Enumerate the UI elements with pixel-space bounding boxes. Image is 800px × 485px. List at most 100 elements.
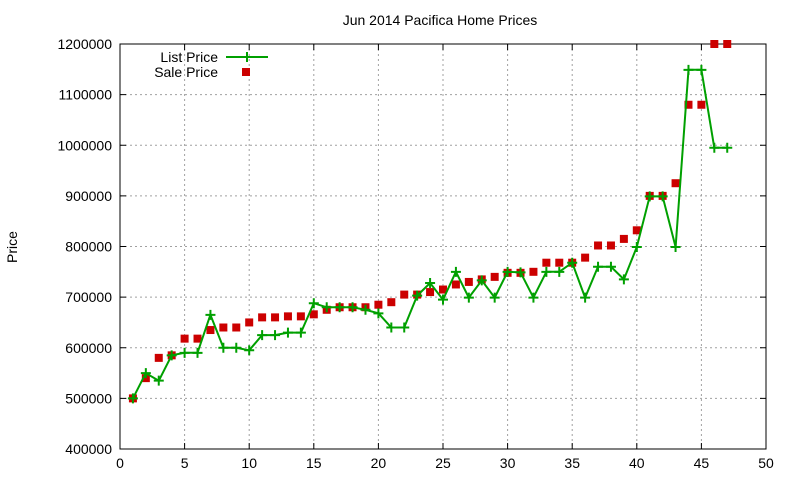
list-price-point (515, 267, 526, 278)
list-price-point (580, 292, 591, 303)
y-tick-label: 700000 (65, 289, 112, 305)
sale-price-point (632, 226, 641, 235)
sale-price-point (697, 100, 706, 109)
grid-lines (120, 44, 766, 449)
list-price-point (257, 330, 268, 341)
x-tick-label: 40 (629, 455, 645, 471)
x-tick-label: 10 (241, 455, 257, 471)
sale-price-point (283, 312, 292, 321)
y-tick-label: 1000000 (57, 137, 112, 153)
y-tick-label: 600000 (65, 340, 112, 356)
sale-price-point (271, 313, 280, 322)
list-price-point (399, 322, 410, 333)
list-price-point (438, 294, 448, 305)
list-price-point (709, 142, 720, 153)
sale-price-point (258, 313, 267, 322)
sale-price-point (245, 318, 254, 327)
series-layer (127, 40, 733, 404)
legend-swatch-sale-price (242, 68, 250, 76)
x-tick-labels: 0 5 10 15 20 25 30 35 40 45 50 (116, 455, 774, 471)
list-price-point (218, 342, 229, 353)
legend-swatch-list-price (226, 52, 268, 62)
list-price-point (295, 327, 306, 338)
sale-price-point (555, 258, 564, 267)
list-price-point (593, 261, 604, 272)
sale-price-point (464, 277, 473, 286)
list-price-point (722, 142, 733, 153)
list-price-point (541, 266, 552, 277)
sale-price-point (180, 334, 189, 343)
list-price-point (231, 342, 242, 353)
list-price-point (321, 302, 332, 313)
legend-label-sale-price: Sale Price (154, 64, 218, 80)
sale-price-point (542, 258, 551, 267)
sale-price-point (723, 40, 732, 48)
list-price-point (140, 368, 151, 379)
sale-price-point (710, 40, 719, 48)
sale-price-point (439, 285, 447, 294)
list-price-point (502, 266, 513, 277)
list-price-point (334, 302, 345, 313)
list-price-point (463, 292, 474, 303)
list-price-point (450, 266, 461, 277)
chart-title: Jun 2014 Pacifica Home Prices (343, 12, 538, 28)
list-price-point (554, 266, 565, 277)
x-tick-label: 0 (116, 455, 124, 471)
list-price-point (425, 277, 436, 288)
list-price-point (567, 257, 578, 268)
list-price-point (308, 298, 319, 309)
sale-price-point (581, 253, 590, 262)
list-price-point (192, 347, 203, 358)
x-tick-label: 30 (500, 455, 516, 471)
legend-square-marker (242, 68, 250, 76)
list-price-point (683, 64, 694, 75)
sale-price-point (606, 241, 615, 250)
legend-label-list-price: List Price (160, 49, 218, 65)
y-tick-label: 500000 (65, 390, 112, 406)
sale-price-point (206, 326, 215, 335)
list-price-point (386, 322, 397, 333)
legend-plus-marker (242, 52, 252, 62)
list-price-point (179, 347, 190, 358)
y-tick-label: 900000 (65, 188, 112, 204)
list-price-point (528, 292, 539, 303)
sale-price-point (154, 353, 163, 362)
sale-price-point (619, 234, 628, 243)
x-tick-label: 45 (694, 455, 710, 471)
list-price-point (657, 191, 668, 202)
list-price-point (644, 191, 655, 202)
list-price-point (153, 375, 164, 386)
list-price-point (282, 327, 293, 338)
y-axis-label: Price (4, 231, 20, 263)
sale-price-point (387, 298, 396, 307)
sale-price-point (232, 323, 241, 332)
y-tick-label: 1200000 (57, 36, 112, 52)
sale-price-point (671, 179, 680, 188)
sale-price-point (594, 241, 603, 250)
x-tick-label: 5 (181, 455, 189, 471)
y-tick-labels: 400000 500000 600000 700000 800000 900000 1000… (57, 36, 112, 457)
list-price-point (166, 350, 177, 361)
sale-price-point (309, 310, 318, 319)
list-price-point (270, 330, 281, 341)
list-price-point (347, 302, 358, 313)
list-price-point (489, 292, 500, 303)
y-tick-label: 400000 (65, 441, 112, 457)
sale-price-point (529, 267, 538, 276)
x-tick-label: 25 (435, 455, 451, 471)
sale-price-point (141, 374, 150, 383)
sale-price-point (374, 300, 383, 309)
list-price-point (244, 345, 255, 356)
list-price-point (412, 290, 423, 301)
list-price-point (476, 275, 487, 286)
list-price-point (670, 242, 681, 253)
list-price-point (605, 261, 616, 272)
x-tick-label: 35 (564, 455, 580, 471)
list-price-point (360, 304, 371, 315)
list-price-point (127, 393, 138, 404)
sale-price-point (400, 290, 409, 299)
sale-price-point (490, 272, 499, 281)
y-tick-label: 800000 (65, 239, 112, 255)
